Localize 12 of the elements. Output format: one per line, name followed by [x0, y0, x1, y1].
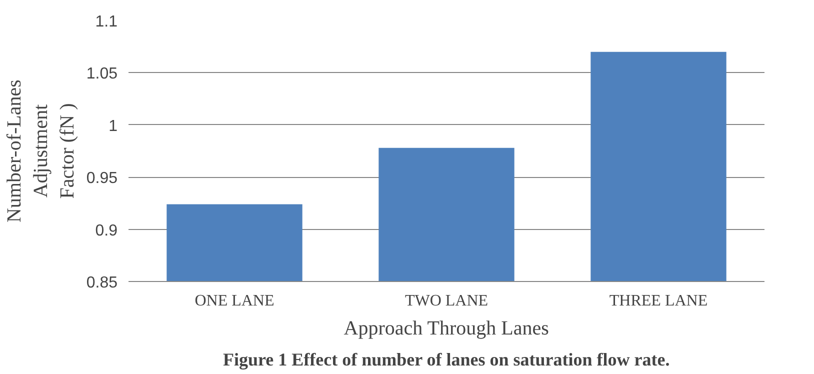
caption: Figure 1 Effect of number of lanes on saturation flow rate.	[222, 350, 670, 370]
x-axis-title: Approach Through Lanes	[344, 318, 550, 340]
y-tick-label: 0.9	[95, 222, 118, 240]
y-axis-title: Number-of-Lanes Adjustment Factor (fN )	[4, 79, 78, 222]
y-tick-label: 1.05	[86, 66, 118, 83]
y-tick-label: 1.1	[95, 14, 118, 30]
x-tick-label: TWO LANE	[404, 292, 488, 310]
y-tick-label: 1	[108, 118, 118, 135]
x-tick-label: ONE LANE	[194, 292, 274, 310]
y-tick-label: 0.85	[86, 274, 118, 292]
x-tick-label: THREE LANE	[609, 292, 708, 310]
y-tick-label: 0.95	[86, 170, 118, 188]
